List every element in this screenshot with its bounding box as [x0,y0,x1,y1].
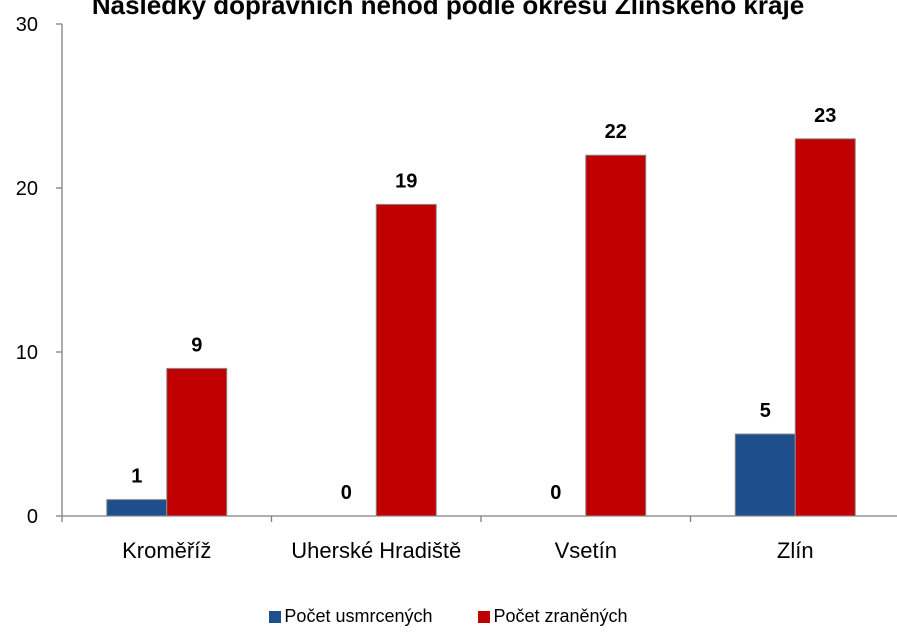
legend-item: Počet zraněných [478,606,628,627]
x-category-label: Zlín [777,538,814,563]
data-label: 19 [395,170,417,192]
legend-swatch [269,610,282,623]
bar-chart: Následky dopravních nehod podle okresů Z… [16,0,897,563]
y-tick-label: 0 [27,506,38,528]
legend-label: Počet usmrcených [284,606,433,626]
bar-zranenych [585,154,647,517]
y-tick-label: 20 [16,178,38,200]
legend-label: Počet zraněných [493,606,628,626]
legend-swatch [478,610,491,623]
legend: Počet usmrcených Počet zraněných [0,606,897,627]
y-tick-label: 10 [16,342,38,364]
bar-usmrcenych [106,499,168,517]
data-label: 22 [605,121,627,143]
data-label: 9 [191,334,202,356]
data-label: 0 [550,482,561,504]
bar-usmrcenych [734,433,796,517]
data-label: 23 [814,105,836,127]
legend-item: Počet usmrcených [269,606,432,627]
x-category-label: Kroměříž [122,538,211,563]
data-label: 1 [131,466,142,488]
data-label: 5 [760,400,771,422]
x-category-label: Vsetín [555,538,617,563]
bar-zranenych [166,367,228,517]
bar-zranenych [794,138,856,517]
x-category-label: Uherské Hradiště [291,538,461,563]
bar-zranenych [375,203,437,517]
y-tick-label: 30 [16,14,38,36]
data-label: 0 [341,482,352,504]
chart-title: Následky dopravních nehod podle okresů Z… [92,0,804,20]
